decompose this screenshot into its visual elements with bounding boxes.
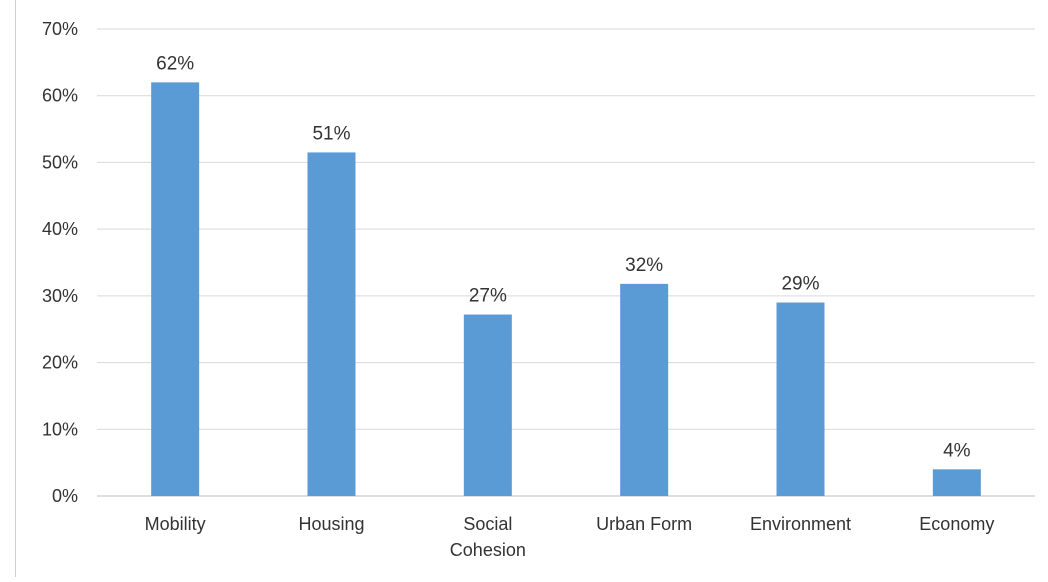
x-tick-label-line: Cohesion xyxy=(450,540,526,560)
y-tick-label: 70% xyxy=(42,19,78,39)
bar xyxy=(620,283,669,496)
bar xyxy=(151,82,200,496)
data-label: 32% xyxy=(625,255,663,276)
y-tick-label: 60% xyxy=(42,86,78,106)
data-label: 29% xyxy=(781,274,819,295)
x-tick-label-line: Urban Form xyxy=(596,514,692,534)
bar xyxy=(932,469,981,496)
y-axis-ticks: 0% 10% 20% 30% 40% 50% 60% 70% xyxy=(42,19,78,506)
data-label: 27% xyxy=(469,286,507,307)
data-label: 62% xyxy=(156,53,194,74)
grid-lines xyxy=(97,28,1035,497)
x-tick-label-line: Mobility xyxy=(145,514,206,534)
y-tick-label: 30% xyxy=(42,286,78,306)
data-label: 51% xyxy=(312,123,350,144)
bar xyxy=(776,302,825,496)
y-tick-label: 0% xyxy=(52,486,78,506)
y-tick-label: 40% xyxy=(42,219,78,239)
y-tick-label: 50% xyxy=(42,152,78,172)
x-tick-label: Environment xyxy=(750,514,851,534)
bar xyxy=(463,314,512,496)
x-tick-label: Social Cohesion xyxy=(450,514,526,560)
x-tick-label-line: Economy xyxy=(919,514,994,534)
x-tick-label: Mobility xyxy=(145,514,206,534)
x-tick-label-line: Housing xyxy=(298,514,364,534)
y-tick-label: 10% xyxy=(42,419,78,439)
x-tick-label: Housing xyxy=(298,514,364,534)
data-label: 4% xyxy=(943,440,971,461)
x-tick-label: Urban Form xyxy=(596,514,692,534)
x-tick-label-line: Social xyxy=(463,514,512,534)
x-axis-ticks: Mobility Housing Social Cohesion Urban Form E… xyxy=(145,514,995,560)
left-border-line xyxy=(15,0,16,577)
data-labels: 62% 51% 27% 32% 29% 4% xyxy=(156,53,971,461)
x-tick-label: Economy xyxy=(919,514,994,534)
x-tick-label-line: Environment xyxy=(750,514,851,534)
y-tick-label: 20% xyxy=(42,353,78,373)
bar xyxy=(307,152,356,496)
bars xyxy=(151,82,981,496)
